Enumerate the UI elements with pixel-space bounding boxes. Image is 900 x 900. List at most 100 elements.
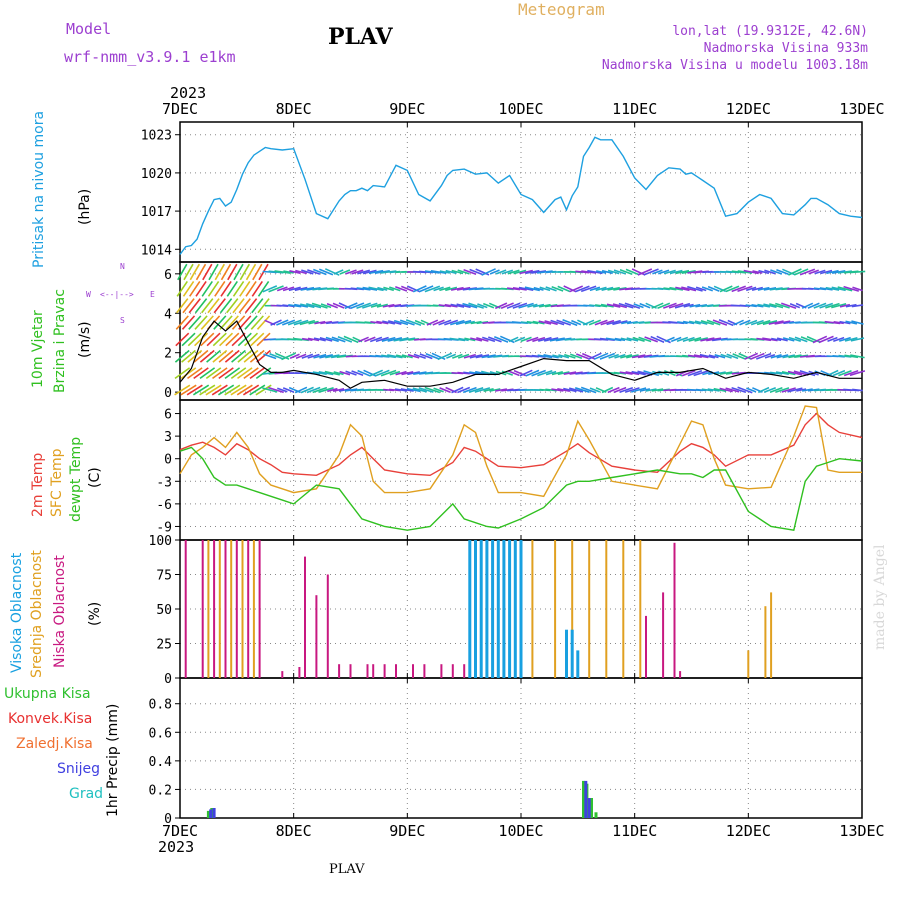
wind-arrow <box>551 371 563 376</box>
cloud-bar-low_cloud <box>281 671 284 678</box>
compass-icon: N W E S <--|--> <box>86 262 162 325</box>
cloud-bar-mid_cloud <box>218 540 221 678</box>
wind-arrow <box>626 337 639 342</box>
wind-arrow <box>651 302 664 309</box>
wind-arrow <box>814 269 826 275</box>
wind-arrow <box>463 371 477 375</box>
wind-arrow <box>663 269 676 275</box>
wind-arrow <box>324 370 340 376</box>
y-tick-label: -3 <box>156 475 172 490</box>
wind-arrow <box>538 336 552 342</box>
wind-arrow <box>430 270 447 274</box>
wind-arrow <box>363 369 377 377</box>
wind-arrow <box>575 285 590 293</box>
wind-arrow <box>737 386 753 394</box>
wind-arrow <box>538 303 551 308</box>
wind-arrow <box>601 386 614 394</box>
wind-arrow <box>187 349 203 363</box>
wind-arrow <box>788 354 802 359</box>
precip-legend-frozen: Zaledj.Kisa <box>16 736 93 752</box>
wind-arrow <box>452 353 463 359</box>
wind-arrow <box>725 285 740 293</box>
wind-arrow <box>545 286 557 292</box>
wind-arrow <box>180 367 197 380</box>
y-tick-label: 0 <box>164 672 172 687</box>
wind-arrow <box>393 319 409 326</box>
wind-arrow <box>201 298 214 314</box>
wind-arrow <box>514 336 526 343</box>
x-tick-label-top: 8DEC <box>276 100 312 118</box>
wind-arrow <box>462 302 478 309</box>
wind-arrow <box>295 353 307 359</box>
wind-arrow <box>731 285 746 293</box>
cloud-bar-low_cloud <box>224 540 227 678</box>
precip-bar-total_precip <box>582 780 585 818</box>
wind-arrow <box>614 337 626 342</box>
wind-arrow <box>789 303 801 309</box>
wind-arrow <box>781 387 796 393</box>
wind-arrow <box>313 337 326 342</box>
wind-arrow <box>826 269 839 275</box>
wind-arrow <box>489 388 501 392</box>
precip-legend-hail: Grad <box>69 786 104 802</box>
cloud-bar-mid_cloud <box>770 592 773 678</box>
cloud-bar-low_cloud <box>366 664 369 678</box>
cloud-bar-low_cloud <box>383 664 386 678</box>
cloud-bar-mid_cloud <box>588 540 591 678</box>
wind-arrow <box>357 269 371 275</box>
wind-arrow <box>238 298 251 314</box>
cloud-bar-high_cloud <box>468 540 472 678</box>
wind-arrow <box>362 286 378 291</box>
wind-arrow <box>757 386 770 394</box>
wind-arrow <box>389 370 401 376</box>
station-title: PLAV <box>328 24 393 50</box>
wind-arrow <box>293 319 309 326</box>
wind-arrow <box>174 349 190 363</box>
wind-arrow <box>818 335 834 344</box>
wind-arrow <box>231 332 246 347</box>
wind-arrow <box>439 387 451 393</box>
x-tick-label-bottom: 9DEC <box>389 822 425 840</box>
wind-arrow <box>188 315 202 330</box>
wind-arrow <box>825 286 840 291</box>
wind-arrow <box>312 386 328 394</box>
wind-arrow <box>607 286 620 291</box>
cloud-bar-low_cloud <box>395 664 397 678</box>
wind-arrow <box>531 369 546 377</box>
wind-arrow <box>174 367 191 380</box>
wind-arrow <box>207 298 220 314</box>
wind-arrow <box>445 286 458 292</box>
wind-arrow <box>663 287 677 291</box>
wind-arrow <box>477 303 488 309</box>
wind-arrow <box>469 268 483 276</box>
wind-arrow <box>580 386 597 394</box>
wind-arrow <box>239 280 251 297</box>
wind-arrow <box>845 320 858 325</box>
wind-arrow <box>232 280 245 297</box>
cloud-bar-low_cloud <box>298 667 301 678</box>
wind-arrow <box>626 354 639 359</box>
year-top: 2023 <box>170 84 207 102</box>
y-tick-label: 0 <box>164 386 172 401</box>
wind-arrow <box>587 269 603 275</box>
wind-arrow <box>444 303 458 308</box>
wind-arrow <box>556 319 571 326</box>
wind-arrow <box>212 367 228 380</box>
wind-arrow <box>276 286 288 292</box>
wind-arrow <box>225 315 239 330</box>
wind-arrow <box>774 320 791 325</box>
wind-arrow <box>325 354 340 359</box>
wind-arrow <box>831 270 846 274</box>
wind-arrow <box>557 388 571 392</box>
wind-arrow <box>600 303 614 308</box>
wind-arrow <box>519 269 533 275</box>
cloud-bar-low_cloud <box>315 595 318 678</box>
wind-arrow <box>714 354 726 359</box>
wind-arrow <box>732 353 745 360</box>
wind-arrow <box>395 286 408 292</box>
wind-speed-line <box>179 320 862 389</box>
wind-arrow <box>757 303 771 308</box>
wind-arrow <box>527 303 538 308</box>
wind-arrow <box>743 269 759 275</box>
wind-arrow <box>656 335 671 344</box>
